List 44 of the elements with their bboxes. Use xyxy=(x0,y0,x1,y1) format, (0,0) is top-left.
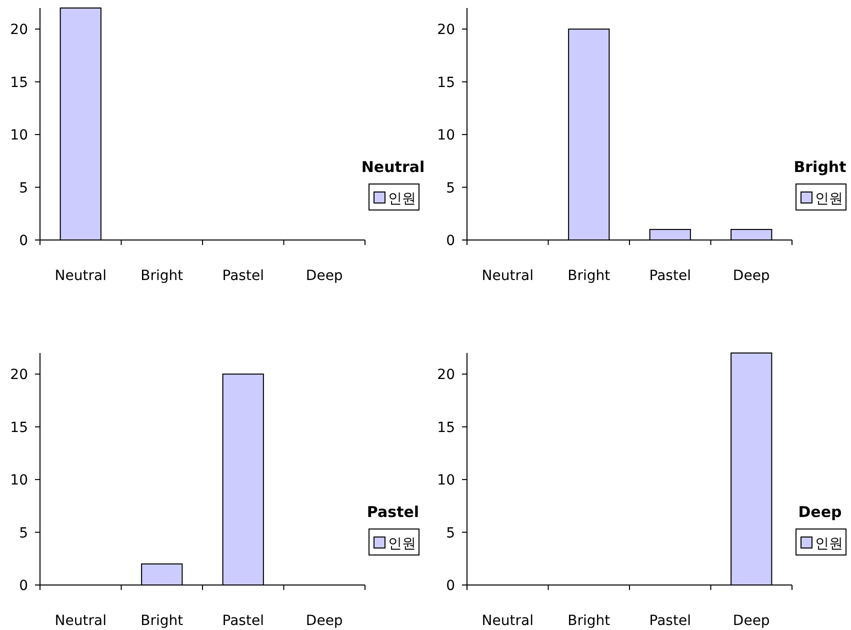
y-tick-label: 20 xyxy=(437,22,455,38)
x-tick-label: Neutral xyxy=(482,613,534,629)
x-tick-label: Deep xyxy=(732,268,770,284)
x-tick-label: Deep xyxy=(732,613,770,629)
y-tick-label: 5 xyxy=(19,180,28,196)
y-tick-label: 10 xyxy=(10,472,28,489)
x-tick-label: Pastel xyxy=(649,268,691,284)
y-tick-label: 0 xyxy=(446,578,455,594)
legend-label: 인원 xyxy=(388,191,416,207)
x-tick-label: Bright xyxy=(568,268,611,284)
y-tick-label: 20 xyxy=(10,367,28,384)
x-tick-label: Bright xyxy=(568,613,611,629)
text: Neutral xyxy=(361,158,425,176)
y-tick-label: 20 xyxy=(437,367,455,384)
x-tick-label: Bright xyxy=(140,268,184,284)
legend-label: 인원 xyxy=(388,536,416,552)
x-tick-label: Deep xyxy=(306,613,343,629)
y-tick-label: 20 xyxy=(10,22,28,38)
y-tick-label: 10 xyxy=(437,472,455,489)
text: Deep xyxy=(798,503,842,521)
y-tick-label: 0 xyxy=(446,233,455,249)
x-tick-label: Neutral xyxy=(482,268,534,284)
text: Bright xyxy=(794,158,846,176)
y-tick-label: 15 xyxy=(10,420,28,436)
y-tick-label: 10 xyxy=(10,128,28,144)
y-tick-label: 5 xyxy=(446,525,455,542)
legend-label: 인원 xyxy=(815,536,843,552)
y-tick-label: 15 xyxy=(437,74,455,91)
y-tick-label: 5 xyxy=(19,525,28,542)
x-tick-label: Bright xyxy=(140,613,184,629)
y-tick-label: 0 xyxy=(19,578,28,594)
y-tick-label: 15 xyxy=(437,420,455,436)
y-tick-label: 10 xyxy=(437,128,455,144)
legend-label: 인원 xyxy=(815,191,843,207)
x-tick-label: Pastel xyxy=(222,613,264,629)
x-tick-label: Pastel xyxy=(649,613,691,629)
x-tick-label: Deep xyxy=(306,268,343,284)
y-tick-label: 0 xyxy=(19,233,28,249)
x-tick-label: Neutral xyxy=(54,268,106,284)
x-tick-label: Pastel xyxy=(222,268,264,284)
y-tick-label: 15 xyxy=(10,74,28,91)
text: Pastel xyxy=(366,503,420,521)
y-tick-label: 5 xyxy=(446,180,455,196)
x-tick-label: Neutral xyxy=(54,613,106,629)
